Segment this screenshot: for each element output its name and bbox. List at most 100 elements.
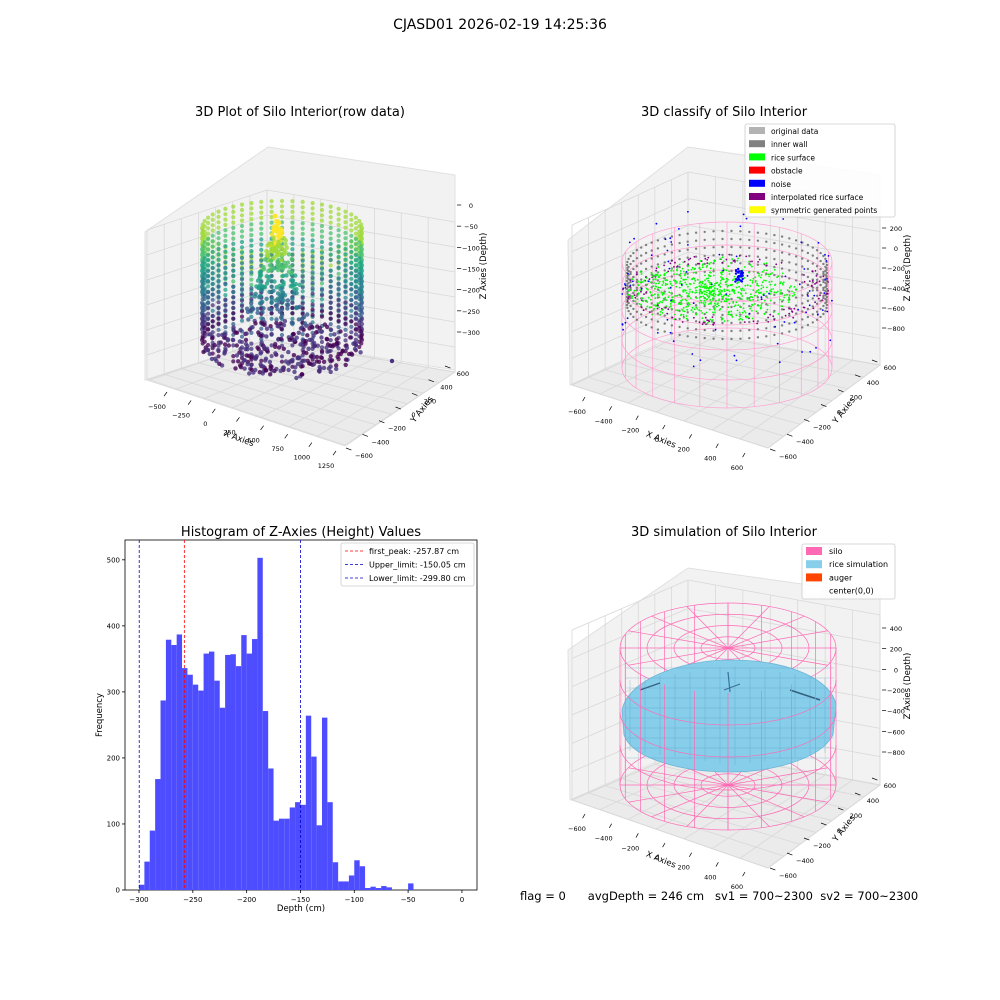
classify-interpolated-point: [669, 262, 672, 265]
classify-wall-point: [627, 281, 630, 285]
classify-rice-point: [795, 288, 798, 291]
classify-rice-point: [654, 297, 657, 300]
classify-rice-point: [758, 292, 761, 295]
raw-y-tick-label: −600: [355, 452, 373, 460]
classify-rice-point: [701, 286, 704, 288]
classify-wall-point: [801, 273, 804, 276]
raw-point: [290, 204, 295, 209]
classify-rice-point: [714, 304, 717, 307]
raw-point: [273, 351, 278, 356]
classify-rice-point: [716, 302, 719, 305]
classify-rice-point: [764, 273, 767, 276]
classify-rice-point: [658, 289, 661, 292]
raw-point: [276, 220, 282, 226]
simulation-x-tick-mark: [608, 823, 612, 829]
classify-wall-point: [678, 309, 681, 313]
classify-rice-point: [639, 289, 641, 291]
classify-wall-point: [788, 290, 791, 293]
classify-noise-point: [748, 312, 751, 315]
classify-noise-point: [718, 253, 721, 256]
raw-point: [277, 309, 283, 314]
classify-rice-point: [681, 267, 684, 270]
classify-rice-point: [786, 289, 789, 291]
classify-rice-point: [674, 313, 676, 316]
raw-x-tick-label: 750: [272, 445, 284, 453]
raw-point: [295, 361, 301, 367]
classify-interpolated-point: [790, 308, 792, 310]
classify-rice-point: [640, 303, 642, 306]
histogram-panel: Histogram of Z-Axies (Height) Values −30…: [95, 525, 478, 914]
classify-noise-point: [670, 299, 672, 302]
raw-point: [319, 245, 325, 250]
classify-y-tick-mark: [786, 433, 793, 437]
classify-wall-point: [656, 312, 660, 315]
classify-noise-point: [798, 283, 801, 286]
raw-point: [349, 228, 354, 233]
raw-point: [216, 289, 221, 294]
classify-wall-point: [686, 240, 689, 243]
classify-rice-point: [707, 303, 710, 305]
raw-point: [311, 344, 316, 349]
raw-point: [328, 305, 333, 310]
classify-rice-point: [773, 291, 776, 294]
raw-point: [268, 258, 274, 264]
raw-point: [264, 346, 270, 351]
classify-interpolated-point: [802, 306, 805, 309]
classify-wall-point: [650, 241, 653, 244]
classify-noise-point: [827, 255, 830, 257]
classify-rice-point: [686, 308, 689, 311]
classify-rice-point: [749, 264, 752, 266]
classify-rice-point: [723, 300, 726, 303]
raw-point: [283, 249, 288, 255]
classify-rice-point: [727, 313, 730, 316]
classify-rice-point: [742, 302, 745, 305]
raw-point: [202, 272, 207, 277]
raw-point: [216, 273, 221, 278]
classify-rice-point: [691, 291, 694, 294]
classify-rice-point: [743, 266, 746, 268]
classify-interpolated-point: [704, 257, 707, 260]
classify-wall-point: [644, 307, 648, 311]
classify-rice-point: [713, 292, 715, 295]
raw-x-tick-label: 1250: [318, 462, 335, 470]
classify-rice-point: [670, 305, 672, 307]
classify-wall-point: [825, 271, 829, 275]
raw-point: [328, 338, 333, 343]
raw-x-tick-mark: [308, 442, 313, 447]
classify-wall-point: [635, 302, 639, 305]
raw-point: [244, 306, 250, 311]
classify-wall-point: [811, 254, 814, 257]
classify-wall-point: [822, 312, 825, 316]
classify-rice-point: [657, 293, 659, 296]
classify-wall-point: [678, 333, 681, 337]
classify-y-tick-label: 400: [867, 379, 879, 387]
raw-point: [279, 336, 284, 342]
raw-point: [260, 364, 266, 369]
classify-rice-point: [676, 294, 678, 297]
classify-rice-point: [708, 292, 711, 295]
raw-point: [238, 346, 243, 352]
classify-rice-point: [719, 292, 722, 295]
raw-point: [249, 362, 254, 367]
classify-rice-point: [672, 270, 675, 272]
raw-point: [317, 325, 322, 331]
raw-point: [216, 284, 221, 289]
classify-rice-point: [646, 305, 649, 308]
classify-noise-point: [745, 217, 748, 220]
classify-rice-point: [771, 272, 773, 274]
raw-point: [353, 268, 358, 274]
classify-noise-point: [666, 318, 669, 321]
classify-rice-point: [662, 280, 665, 283]
classify-rice-point: [749, 299, 752, 302]
classify-interpolated-point: [693, 255, 696, 258]
histogram-bar: [182, 668, 188, 890]
classify-wall-point: [632, 259, 635, 263]
raw-point: [239, 234, 245, 239]
histogram-bar: [262, 711, 269, 890]
classify-rice-point: [704, 279, 706, 281]
classify-wall-point: [756, 336, 760, 339]
classify-wall-point: [748, 238, 751, 242]
classify-rice-point: [710, 285, 713, 288]
raw-point: [290, 311, 295, 316]
classify-rice-point: [685, 292, 688, 294]
